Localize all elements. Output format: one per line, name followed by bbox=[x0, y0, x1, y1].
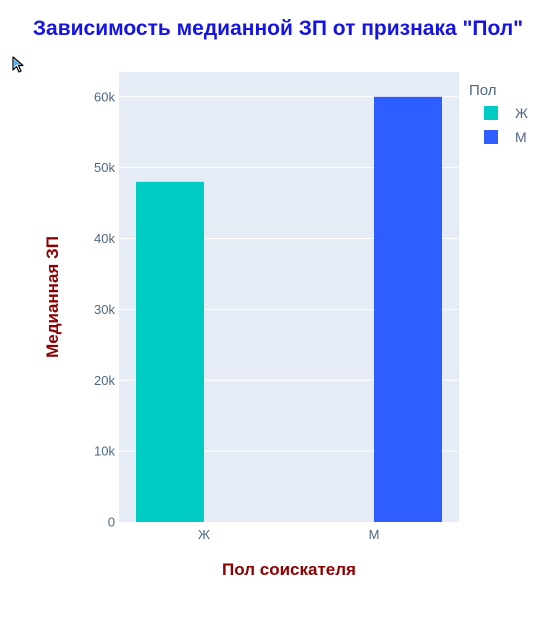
legend[interactable]: Пол ЖМ bbox=[469, 82, 528, 145]
bars-group bbox=[136, 96, 442, 522]
y-axis-tick-labels: 0 10k 20k 30k 40k 50k 60k bbox=[94, 89, 115, 529]
y-tick-label: 60k bbox=[94, 89, 115, 104]
x-axis-title: Пол соискателя bbox=[222, 560, 356, 579]
x-tick-label: М bbox=[369, 527, 380, 542]
chart-title: Зависимость медианной ЗП от признака "По… bbox=[33, 17, 523, 40]
arrow-cursor-icon bbox=[12, 56, 24, 73]
y-tick-label: 10k bbox=[94, 444, 115, 459]
y-tick-label: 30k bbox=[94, 302, 115, 317]
x-tick-label: Ж bbox=[198, 527, 210, 542]
legend-swatch[interactable] bbox=[484, 106, 498, 120]
bar-2[interactable] bbox=[374, 96, 442, 522]
legend-label[interactable]: М bbox=[515, 129, 527, 145]
legend-title: Пол bbox=[469, 82, 497, 99]
bar-1[interactable] bbox=[136, 181, 204, 522]
y-tick-label: 50k bbox=[94, 160, 115, 175]
y-axis-title: Медианная ЗП bbox=[43, 236, 62, 358]
y-tick-label: 20k bbox=[94, 373, 115, 388]
y-tick-label: 0 bbox=[108, 515, 115, 530]
legend-items: ЖМ bbox=[484, 105, 528, 145]
y-tick-label: 40k bbox=[94, 231, 115, 246]
legend-swatch[interactable] bbox=[484, 130, 498, 144]
legend-label[interactable]: Ж bbox=[515, 105, 528, 121]
